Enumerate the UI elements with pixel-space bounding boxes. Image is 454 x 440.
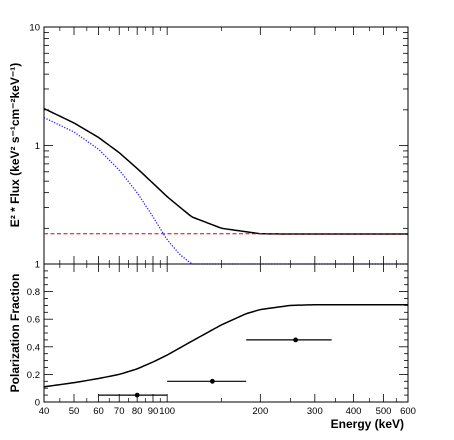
x-axis-title: Energy (keV)	[331, 417, 404, 431]
bottom-y-tick-label: 0.2	[27, 370, 40, 381]
data-point-marker	[134, 392, 140, 398]
x-tick-label: 300	[307, 406, 323, 417]
polarization-panel: 0 0.2 0.4 0.6 0.8 1 40 50 60 70 80 90 100 200 300 400 5…	[8, 260, 416, 432]
x-tick-label: 100	[159, 406, 175, 417]
bottom-y-axis-title: Polarization Fraction	[8, 274, 22, 393]
bottom-y-tick-label: 0.8	[27, 287, 40, 298]
data-point-marker	[209, 378, 215, 384]
bottom-y-tick-label: 0.4	[27, 342, 40, 353]
x-tick-label: 400	[346, 406, 362, 417]
bottom-y-tick-label: 0.6	[27, 315, 40, 326]
top-y-tick-label: 10	[29, 23, 40, 34]
data-point-marker	[293, 337, 298, 343]
x-tick-labels: 40 50 60 70 80 90 100 200 300 400 500 600	[39, 406, 416, 417]
x-tick-label: 600	[400, 406, 416, 417]
top-y-tick-labels: 1 10	[29, 23, 40, 153]
x-tick-label: 500	[376, 406, 392, 417]
x-tick-label: 70	[114, 406, 125, 417]
top-series-dotted-line	[43, 117, 408, 265]
x-tick-label: 80	[132, 406, 143, 417]
x-tick-label: 90	[148, 406, 159, 417]
top-axis-ticks	[43, 27, 409, 265]
data-points-group	[98, 337, 332, 398]
top-y-axis-title: E² * Flux (keV² s⁻¹cm⁻²keV⁻¹)	[8, 63, 22, 227]
polarization-model-line	[43, 303, 408, 388]
bottom-axis-ticks	[43, 263, 409, 403]
x-tick-label: 50	[69, 406, 80, 417]
x-tick-label: 60	[93, 406, 104, 417]
bottom-y-tick-labels: 0 0.2 0.4 0.6 0.8 1	[27, 260, 40, 409]
bottom-y-tick-label: 1	[35, 260, 40, 271]
x-tick-label: 40	[39, 406, 50, 417]
flux-spectrum-panel: 1 10 E² * Flux (keV² s⁻¹cm⁻²keV⁻¹)	[8, 23, 409, 265]
bottom-y-tick-label: 0	[35, 398, 40, 409]
top-y-tick-label: 1	[35, 141, 40, 152]
bottom-series-group	[43, 303, 408, 388]
x-tick-label: 200	[252, 406, 268, 417]
top-series-solid-line	[43, 107, 408, 235]
top-series-group	[43, 107, 408, 265]
